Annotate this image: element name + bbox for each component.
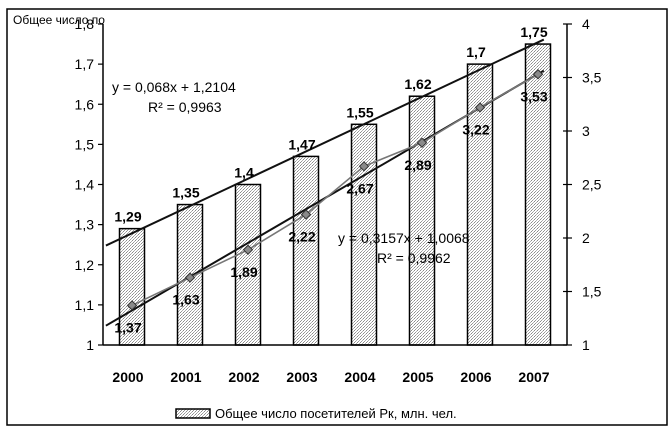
category-label: 2004 <box>344 369 375 385</box>
category-label: 2000 <box>112 369 143 385</box>
left-tick-label: 1,3 <box>75 217 95 233</box>
trendline-bar-r2: R² = 0,9963 <box>148 99 222 115</box>
left-tick-label: 1,7 <box>75 56 95 72</box>
bar-value-label: 1,55 <box>346 104 373 120</box>
line-point <box>126 300 138 311</box>
bar-trendline <box>105 38 545 247</box>
line-value-label: 1,37 <box>114 319 141 335</box>
bar-value-label: 1,29 <box>114 209 141 225</box>
line-value-label: 3,53 <box>520 88 547 104</box>
chart-title: Общее число по <box>13 13 105 27</box>
right-tick-label: 4 <box>582 16 590 32</box>
line-point <box>184 272 196 283</box>
line-point <box>300 209 312 220</box>
bar <box>524 43 552 346</box>
right-tick-label: 3 <box>582 123 590 139</box>
right-tick-label: 1,5 <box>582 284 602 300</box>
bar-value-label: 1,47 <box>288 136 315 152</box>
line-point <box>532 69 544 80</box>
category-label: 2002 <box>228 369 259 385</box>
bar <box>408 95 436 346</box>
line-point <box>474 102 486 113</box>
category-label: 2007 <box>518 369 549 385</box>
bar-value-label: 1,7 <box>466 44 486 60</box>
legend: Общее число посетителей Рк, млн. чел. <box>175 406 457 421</box>
line-value-label: 3,22 <box>462 121 489 137</box>
left-tick-label: 1,2 <box>75 257 95 273</box>
category-label: 2005 <box>402 369 433 385</box>
trendline-line-r2: R² = 0,9962 <box>377 250 451 266</box>
line-value-label: 2,89 <box>404 157 431 173</box>
line-value-label: 2,67 <box>346 180 373 196</box>
line-point <box>416 137 428 148</box>
legend-label: Общее число посетителей Рк, млн. чел. <box>215 406 457 421</box>
line-point <box>358 161 370 172</box>
left-tick-label: 1,1 <box>75 297 95 313</box>
line-series-path <box>131 73 539 307</box>
category-label: 2001 <box>170 369 201 385</box>
trendline-line-equation: y = 0,3157x + 1,0068 <box>338 230 470 246</box>
left-tick-label: 1,8 <box>75 16 95 32</box>
left-tick-label: 1,6 <box>75 96 95 112</box>
left-tick-label: 1,4 <box>75 177 95 193</box>
trendline-bar-equation: y = 0,068x + 1,2104 <box>112 79 236 95</box>
left-tick-label: 1 <box>86 337 94 353</box>
category-label: 2003 <box>286 369 317 385</box>
bar-value-label: 1,75 <box>520 24 547 40</box>
right-tick-label: 2,5 <box>582 177 602 193</box>
line-point <box>242 244 254 255</box>
right-tick-label: 2 <box>582 230 590 246</box>
left-tick-label: 1,5 <box>75 136 95 152</box>
legend-swatch <box>175 408 211 419</box>
line-value-label: 2,22 <box>288 228 315 244</box>
line-value-label: 1,63 <box>172 292 199 308</box>
right-tick-label: 3,5 <box>582 70 602 86</box>
bar-value-label: 1,35 <box>172 185 199 201</box>
bar <box>292 155 320 346</box>
right-tick-label: 1 <box>582 337 590 353</box>
bar-value-label: 1,62 <box>404 76 431 92</box>
category-label: 2006 <box>460 369 491 385</box>
outer-frame <box>6 8 668 426</box>
line-value-label: 1,89 <box>230 264 257 280</box>
bar-value-label: 1,4 <box>234 165 254 181</box>
